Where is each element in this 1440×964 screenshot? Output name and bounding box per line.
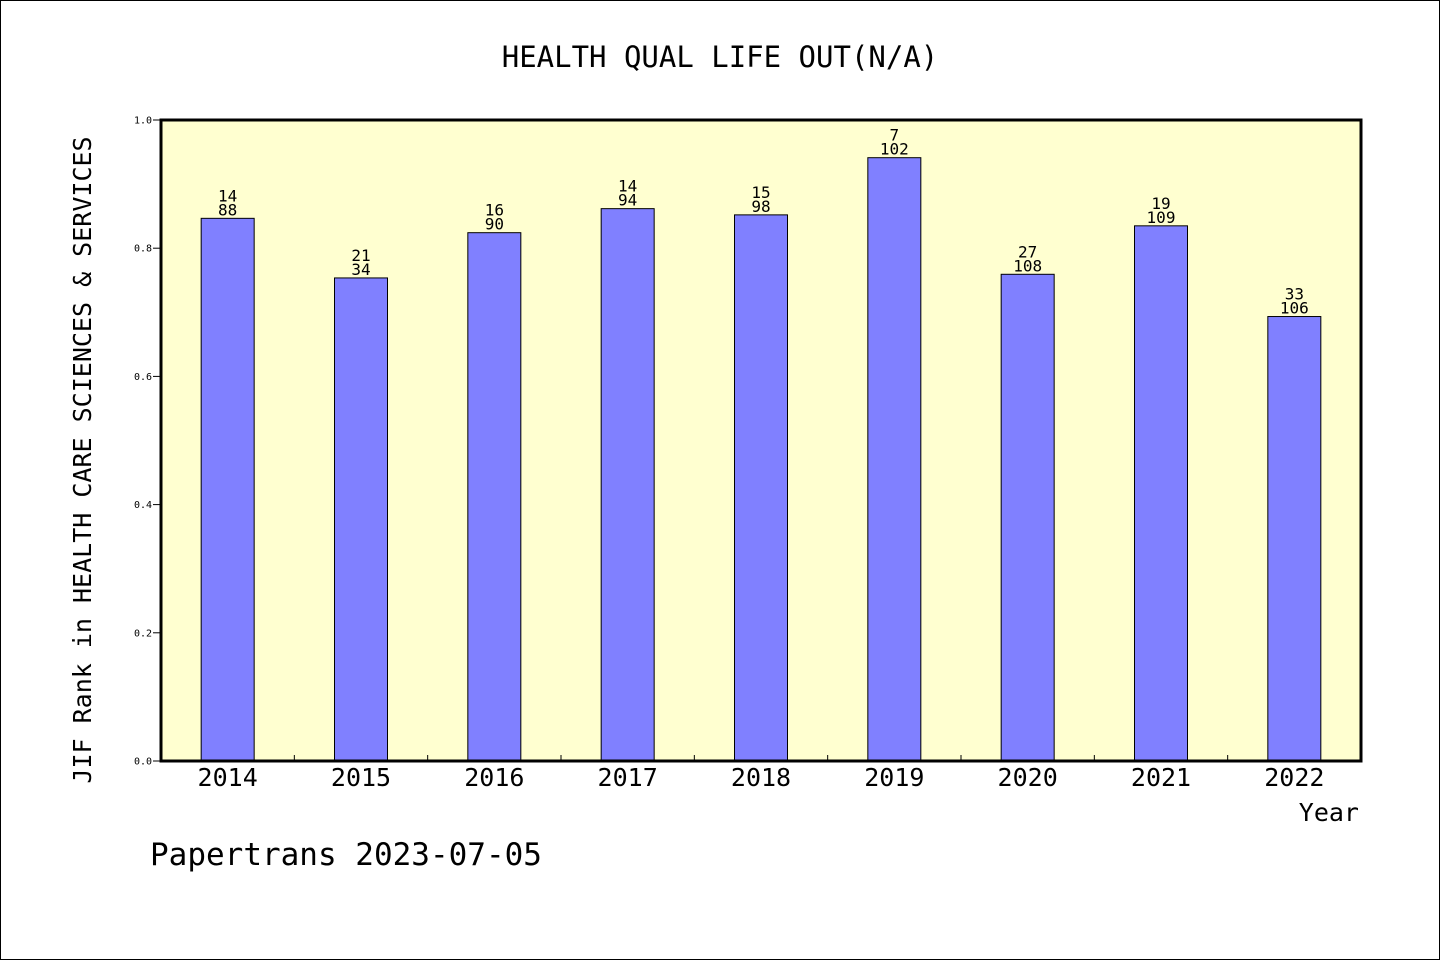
bar-rank-label-2022: 33 (1285, 285, 1304, 304)
y-axis-label: JIF Rank in HEALTH CARE SCIENCES & SERVI… (68, 136, 97, 783)
plot-border (159, 118, 1363, 763)
bar-2021 (1134, 225, 1188, 762)
bar-rank-label-2020: 27 (1018, 242, 1037, 261)
y-tick-label: 0.4 (134, 500, 152, 511)
y-tick-label: 1.0 (134, 116, 152, 127)
x-tick-label-2018: 2018 (731, 763, 791, 792)
bar-2020 (1000, 273, 1055, 762)
bar-total-label-2016: 90 (485, 215, 504, 234)
y-tick-label: 0.2 (134, 628, 152, 639)
bar-2014 (200, 217, 255, 762)
x-tick-label-2022: 2022 (1264, 763, 1324, 792)
x-axis-label: Year (1299, 798, 1359, 827)
y-tick-label: 0.6 (134, 372, 152, 383)
bar-total-label-2020: 108 (1013, 256, 1042, 275)
bar-rank-label-2019: 7 (890, 126, 900, 145)
bar-rank-label-2014: 14 (218, 186, 237, 205)
y-axis: 0.0 0.2 0.4 0.6 0.8 1.0 (134, 116, 161, 768)
chart-title: HEALTH QUAL LIFE OUT(N/A) (502, 40, 939, 74)
bar-total-label-2017: 94 (618, 191, 637, 210)
y-tick-label: 0.0 (134, 757, 152, 768)
bar-2022 (1267, 316, 1322, 762)
bar-rank-label-2018: 15 (751, 183, 770, 202)
bar-2017 (600, 208, 655, 762)
footer-text: Papertrans 2023-07-05 (150, 837, 542, 873)
bar-rank-label-2021: 19 (1151, 194, 1170, 213)
bar-total-label-2014: 88 (218, 200, 237, 219)
bars-group (200, 157, 1322, 762)
x-tick-label-2016: 2016 (464, 763, 524, 792)
bar-2018 (734, 214, 788, 762)
x-tick-label-2017: 2017 (598, 763, 658, 792)
x-tick-label-2014: 2014 (198, 763, 258, 792)
bar-rank-label-2016: 16 (485, 201, 504, 220)
y-tick-label: 0.8 (134, 244, 152, 255)
bar-rank-label-2015: 21 (351, 246, 370, 265)
bar-2016 (467, 232, 522, 762)
bar-2015 (334, 277, 388, 762)
x-tick-label-2019: 2019 (864, 763, 924, 792)
bar-total-label-2019: 102 (880, 140, 909, 159)
x-axis: 2014 2015 2016 2017 2018 2019 2020 2021 2022 (198, 755, 1324, 792)
bar-total-label-2021: 109 (1147, 208, 1176, 227)
x-tick-label-2021: 2021 (1131, 763, 1191, 792)
x-tick-label-2020: 2020 (998, 763, 1058, 792)
bar-total-label-2022: 106 (1280, 299, 1309, 318)
bar-total-label-2018: 98 (751, 197, 770, 216)
x-tick-label-2015: 2015 (331, 763, 391, 792)
bar-rank-label-2017: 14 (618, 177, 637, 196)
bar-total-label-2015: 34 (351, 260, 370, 279)
bar-2019 (867, 157, 922, 762)
